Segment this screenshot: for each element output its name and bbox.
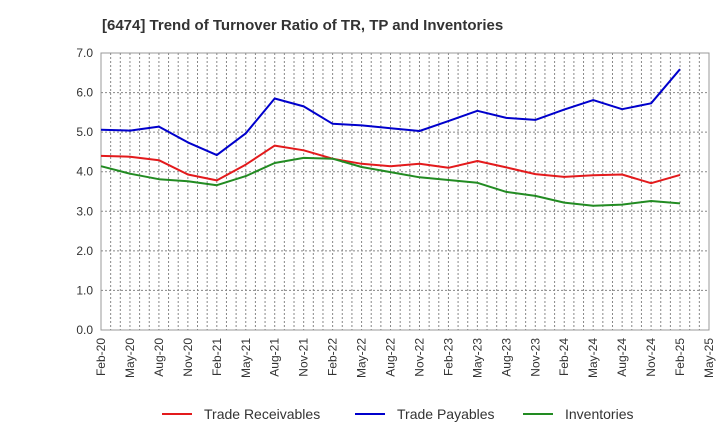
- y-tick-label: 2.0: [76, 244, 93, 258]
- x-tick-label: Feb-22: [326, 338, 340, 376]
- series-line-inventories: [100, 156, 681, 207]
- series-line-trade-receivables: [100, 144, 681, 185]
- x-tick-label: Nov-22: [412, 338, 426, 377]
- x-tick-label: Nov-20: [181, 338, 195, 377]
- y-tick-label: 7.0: [76, 46, 93, 60]
- x-tick-label: Feb-25: [673, 338, 687, 376]
- x-tick-label: Feb-23: [441, 338, 455, 376]
- x-tick-label: Nov-24: [644, 338, 658, 377]
- y-tick-label: 6.0: [76, 86, 93, 100]
- x-tick-label: Feb-24: [557, 338, 571, 376]
- x-tick-label: Aug-21: [268, 338, 282, 377]
- legend-label-trade-receivables: Trade Receivables: [204, 406, 320, 422]
- x-tick-label: May-22: [355, 338, 369, 378]
- x-tick-label: May-25: [702, 338, 716, 378]
- x-tick-label: Aug-23: [499, 338, 513, 377]
- y-tick-label: 0.0: [76, 323, 93, 337]
- y-axis-ticks: 0.0 1.0 2.0 3.0 4.0 5.0 6.0 7.0: [76, 46, 93, 337]
- x-tick-label: Aug-22: [384, 338, 398, 377]
- y-tick-label: 5.0: [76, 125, 93, 139]
- x-axis-ticks: Feb-20 May-20 Aug-20 Nov-20 Feb-21 May-21 Aug-…: [94, 338, 716, 378]
- x-tick-label: Feb-21: [210, 338, 224, 376]
- y-tick-label: 4.0: [76, 165, 93, 179]
- y-tick-label: 1.0: [76, 283, 93, 297]
- x-tick-label: Nov-23: [528, 338, 542, 377]
- chart-title: [6474] Trend of Turnover Ratio of TR, TP…: [102, 17, 503, 34]
- x-tick-label: May-23: [470, 338, 484, 378]
- series-line-trade-payables: [100, 68, 681, 157]
- legend-label-inventories: Inventories: [565, 406, 633, 422]
- x-tick-label: Nov-21: [297, 338, 311, 377]
- grid-lines: [101, 53, 709, 330]
- y-tick-label: 3.0: [76, 204, 93, 218]
- series-lines: [100, 68, 681, 207]
- x-tick-label: May-20: [123, 338, 137, 378]
- legend-label-trade-payables: Trade Payables: [397, 406, 495, 422]
- x-tick-label: Aug-24: [615, 338, 629, 377]
- x-tick-label: Aug-20: [152, 338, 166, 377]
- x-tick-label: May-21: [239, 338, 253, 378]
- x-tick-label: Feb-20: [94, 338, 108, 376]
- legend: Trade Receivables Trade Payables Inventori…: [162, 406, 633, 422]
- x-tick-label: May-24: [586, 338, 600, 378]
- plot-area: [100, 52, 710, 331]
